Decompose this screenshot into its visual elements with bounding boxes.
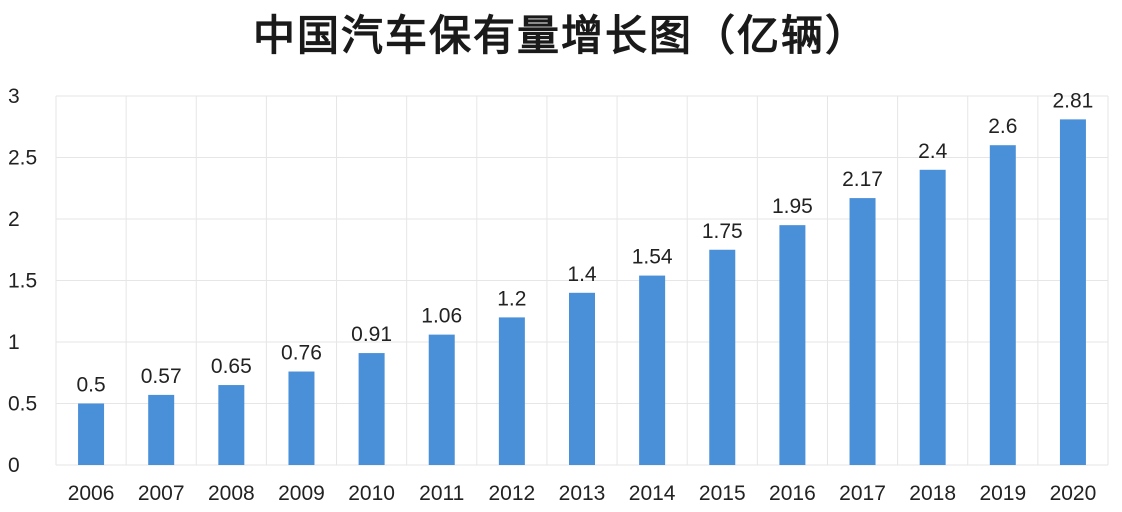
bar xyxy=(78,403,105,465)
bar xyxy=(148,394,175,465)
y-tick-label: 3 xyxy=(8,85,20,108)
data-label: 0.65 xyxy=(211,355,252,378)
bar xyxy=(358,353,385,465)
bar xyxy=(919,169,946,466)
y-tick-label: 1.5 xyxy=(8,270,37,293)
x-tick-label: 2015 xyxy=(699,482,746,505)
data-label: 1.06 xyxy=(421,305,462,328)
data-label: 1.54 xyxy=(632,246,673,269)
data-label: 1.95 xyxy=(772,195,813,218)
bar xyxy=(849,198,876,465)
x-tick-label: 2011 xyxy=(419,482,464,505)
x-tick-label: 2019 xyxy=(979,482,1026,505)
x-tick-label: 2020 xyxy=(1050,482,1097,505)
bar xyxy=(989,145,1016,465)
data-label: 2.6 xyxy=(988,115,1017,138)
y-tick-label: 0 xyxy=(8,454,20,477)
data-label: 0.57 xyxy=(141,365,182,388)
y-tick-label: 2.5 xyxy=(8,147,37,170)
bar xyxy=(639,275,666,465)
y-tick-label: 2 xyxy=(8,208,20,231)
data-label: 1.75 xyxy=(702,220,743,243)
bar xyxy=(288,371,315,465)
x-tick-label: 2006 xyxy=(68,482,115,505)
x-tick-label: 2009 xyxy=(278,482,325,505)
x-tick-label: 2014 xyxy=(629,482,676,505)
x-tick-label: 2013 xyxy=(559,482,606,505)
data-label: 1.4 xyxy=(567,263,597,286)
bar xyxy=(779,225,806,465)
x-tick-label: 2012 xyxy=(489,482,536,505)
y-tick-label: 0.5 xyxy=(8,393,37,416)
data-label: 2.17 xyxy=(842,168,883,191)
x-tick-label: 2008 xyxy=(208,482,255,505)
data-label: 0.91 xyxy=(351,323,392,346)
bar xyxy=(428,334,455,465)
data-label: 2.81 xyxy=(1052,89,1093,112)
bar xyxy=(569,292,595,465)
x-tick-label: 2018 xyxy=(909,482,956,505)
y-tick-label: 1 xyxy=(8,331,20,354)
data-label: 0.76 xyxy=(281,342,322,365)
data-label: 1.2 xyxy=(497,287,526,310)
x-tick-label: 2017 xyxy=(839,482,886,505)
chart-title: 中国汽车保有量增长图（亿辆） xyxy=(252,11,869,60)
bar xyxy=(218,385,245,465)
bar xyxy=(498,317,525,465)
x-tick-label: 2007 xyxy=(138,482,185,505)
bar xyxy=(709,249,736,465)
x-tick-label: 2016 xyxy=(769,482,816,505)
bar xyxy=(1059,119,1086,466)
data-label: 2.4 xyxy=(918,140,948,163)
data-label: 0.5 xyxy=(76,374,105,397)
x-tick-label: 2010 xyxy=(348,482,395,505)
